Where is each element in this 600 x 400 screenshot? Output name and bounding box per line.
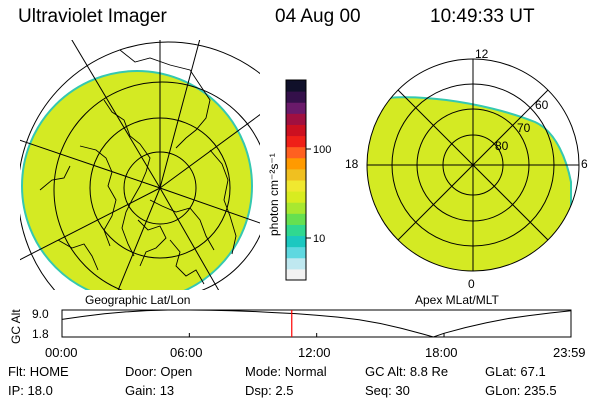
mlat-label-80: 80 (495, 139, 509, 153)
mlt-label-18: 18 (345, 157, 359, 171)
ytick-label-9: 9.0 (32, 307, 49, 321)
chart-ylabel: GC Alt (9, 309, 23, 344)
colorbar-cell (286, 146, 306, 159)
seq-label: Seq: (365, 383, 392, 398)
glat-value: 67.1 (520, 364, 546, 379)
mlat-label-60: 60 (535, 98, 549, 112)
gain-value: 13 (159, 383, 175, 398)
x-tick-marks (61, 333, 572, 337)
dsp-label: Dsp: (245, 383, 272, 398)
colorbar-cell (286, 224, 306, 237)
colorbar-cell (286, 91, 306, 103)
door-value: Open (160, 364, 193, 379)
apex-polar-map: 12 18 6 0 60 70 80 (345, 47, 588, 291)
mlt-label-12: 12 (475, 47, 489, 61)
colorbar-cell (286, 135, 306, 148)
apex-panel-label: Apex MLat/MLT (415, 293, 499, 307)
date-label: 04 Aug 00 (275, 6, 361, 27)
geographic-map (20, 40, 260, 290)
colorbar-cell (286, 268, 306, 281)
geo-grid (20, 40, 260, 290)
geo-coastlines (39, 49, 237, 285)
xtick-label-0000: 00:00 (45, 345, 78, 360)
gc-alt-label: GC Alt: (365, 364, 407, 379)
colorbar-cell (286, 235, 306, 248)
gc-alt-value: 8.8 Re (409, 364, 449, 379)
mlat-label-70: 70 (517, 121, 531, 135)
colorbar-cell (286, 257, 306, 270)
time-label: 10:49:33 UT (430, 6, 535, 27)
colorbar-cell (286, 213, 306, 225)
colorbar: 100 10 photon cm⁻²s⁻¹ (267, 79, 331, 281)
glat-label: GLat: (485, 364, 517, 379)
gc-alt-chart: GC Alt 9.0 1.8 (9, 307, 572, 344)
geo-panel-label: Geographic Lat/Lon (85, 293, 191, 307)
mode-label: Mode: (245, 364, 282, 379)
glat-status: GLat: 67.1 (485, 364, 546, 379)
gain-status: Gain: 13 (125, 383, 174, 398)
colorbar-cell (286, 124, 306, 137)
colorbar-cell (286, 157, 306, 170)
colorbar-cell (286, 102, 306, 114)
apex-grid (366, 58, 580, 272)
geo-emission-disk (21, 70, 253, 290)
gc-alt-series-line (61, 309, 572, 338)
colorbar-cell (286, 113, 306, 125)
glon-label: GLon: (485, 383, 521, 398)
dsp-status: Dsp: 2.5 (245, 383, 293, 398)
colorbar-cell (286, 180, 306, 192)
glon-value: 235.5 (524, 383, 557, 398)
xtick-label-1200: 12:00 (298, 345, 331, 360)
gc-alt-status: GC Alt: 8.8 Re (365, 364, 448, 379)
chart-frame (61, 309, 572, 338)
colorbar-cells (286, 80, 306, 281)
colorbar-cell (286, 191, 306, 203)
flight-status: Flt: HOME (8, 364, 69, 379)
colorbar-cell (286, 80, 306, 92)
glon-status: GLon: 235.5 (485, 383, 557, 398)
seq-value: 30 (395, 383, 410, 398)
dsp-value: 2.5 (275, 383, 294, 398)
xtick-label-1800: 18:00 (425, 345, 458, 360)
colorbar-cell (286, 168, 306, 181)
colorbar-cell (286, 202, 306, 214)
flight-value: HOME (29, 364, 69, 379)
mode-status: Mode: Normal (245, 364, 327, 379)
door-label: Door: (125, 364, 157, 379)
mlt-label-06: 6 (581, 157, 588, 171)
seq-status: Seq: 30 (365, 383, 410, 398)
mlt-label-00: 0 (468, 277, 475, 291)
apex-emission-region (367, 96, 572, 271)
colorbar-tick-10: 10 (313, 233, 325, 245)
colorbar-cell (286, 246, 306, 259)
xtick-label-2359: 23:59 (553, 345, 586, 360)
mode-value: Normal (284, 364, 327, 379)
ip-value: 18.0 (27, 383, 53, 398)
colorbar-tick-100: 100 (313, 144, 331, 156)
door-status: Door: Open (125, 364, 192, 379)
ytick-label-1-8: 1.8 (32, 327, 49, 341)
instrument-title: Ultraviolet Imager (18, 6, 167, 27)
xtick-label-0600: 06:00 (170, 345, 203, 360)
ip-label: IP: (8, 383, 24, 398)
gain-label: Gain: (125, 383, 157, 398)
ip-status: IP: 18.0 (8, 383, 53, 398)
colorbar-units-label: photon cm⁻²s⁻¹ (267, 153, 281, 236)
flight-label: Flt: (8, 364, 27, 379)
